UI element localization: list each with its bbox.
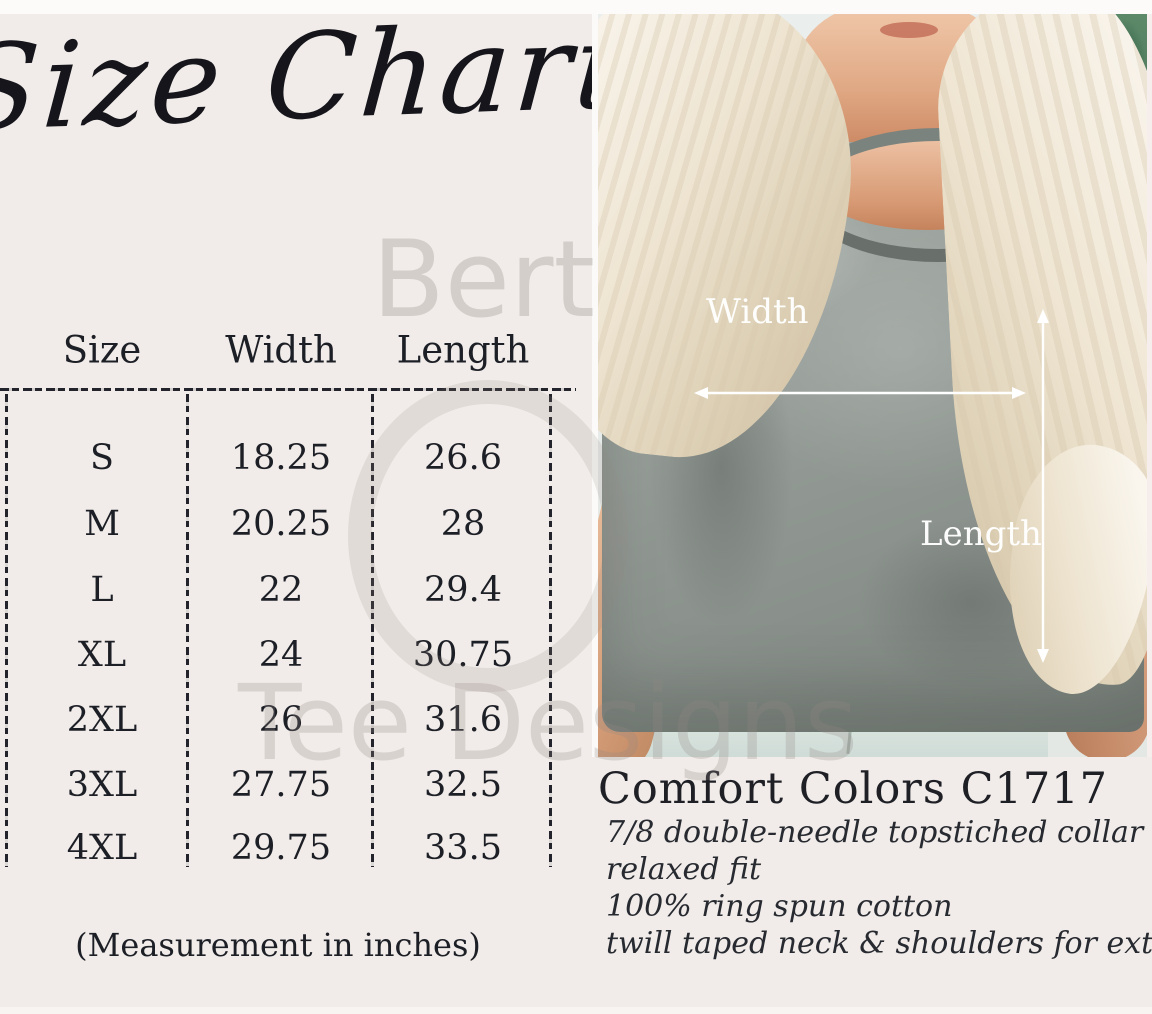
table-cell-length: 32.5 [424,765,502,805]
frame-strip-top [0,0,1152,14]
table-cell-size: L [90,570,114,610]
measurement-note: (Measurement in inches) [75,926,481,964]
table-header-length: Length [396,328,530,372]
length-arrowhead-bottom-icon [1037,649,1049,663]
table-cell-size: 2XL [66,700,138,740]
table-cell-width: 27.75 [230,765,332,805]
table-cell-length: 28 [440,504,486,544]
product-description: Comfort Colors C1717 7/8 double-needle t… [598,764,1152,1002]
table-cell-size: M [84,504,120,544]
frame-strip-right [1147,14,1152,757]
table-border-right [549,394,552,867]
table-cell-size: S [90,438,114,478]
width-arrowhead-right-icon [1012,387,1026,399]
table-cell-width: 24 [258,635,304,675]
table-divider-2 [371,394,374,867]
table-header-width: Width [225,328,337,372]
table-divider-1 [186,394,189,867]
measurement-arrows [694,309,1049,663]
product-detail: relaxed fit [606,852,762,887]
table-cell-width: 29.75 [230,828,332,868]
width-label: Width [706,292,809,332]
product-detail: 100% ring spun cotton [606,889,953,924]
product-detail: twill taped neck & shoulders for extra d… [606,926,1152,961]
watermark-line-1: Bert [372,218,596,341]
table-header-size: Size [62,328,142,372]
product-heading: Comfort Colors C1717 [598,764,1108,814]
table-top-border [0,388,576,391]
table-cell-length: 30.75 [412,635,514,675]
table-cell-length: 26.6 [424,438,502,478]
table-border-left [5,394,8,867]
table-cell-length: 33.5 [424,828,502,868]
table-cell-width: 18.25 [230,438,332,478]
table-cell-width: 20.25 [230,504,332,544]
table-cell-size: 4XL [66,828,138,868]
width-arrowhead-left-icon [694,387,708,399]
page-title: Size Chart [0,0,632,158]
table-cell-length: 29.4 [424,570,502,610]
table-cell-size: 3XL [66,765,138,805]
table-cell-size: XL [77,635,127,675]
product-photo: Width Length [592,14,1148,757]
length-label: Length [920,514,1042,554]
length-arrowhead-top-icon [1037,309,1049,323]
product-detail: 7/8 double-needle topstiched collar [606,815,1144,850]
model-lips [880,22,938,38]
table-cell-width: 26 [258,700,304,740]
table-cell-width: 22 [258,570,304,610]
table-cell-length: 31.6 [424,700,502,740]
frame-strip-bottom [0,1007,1152,1014]
